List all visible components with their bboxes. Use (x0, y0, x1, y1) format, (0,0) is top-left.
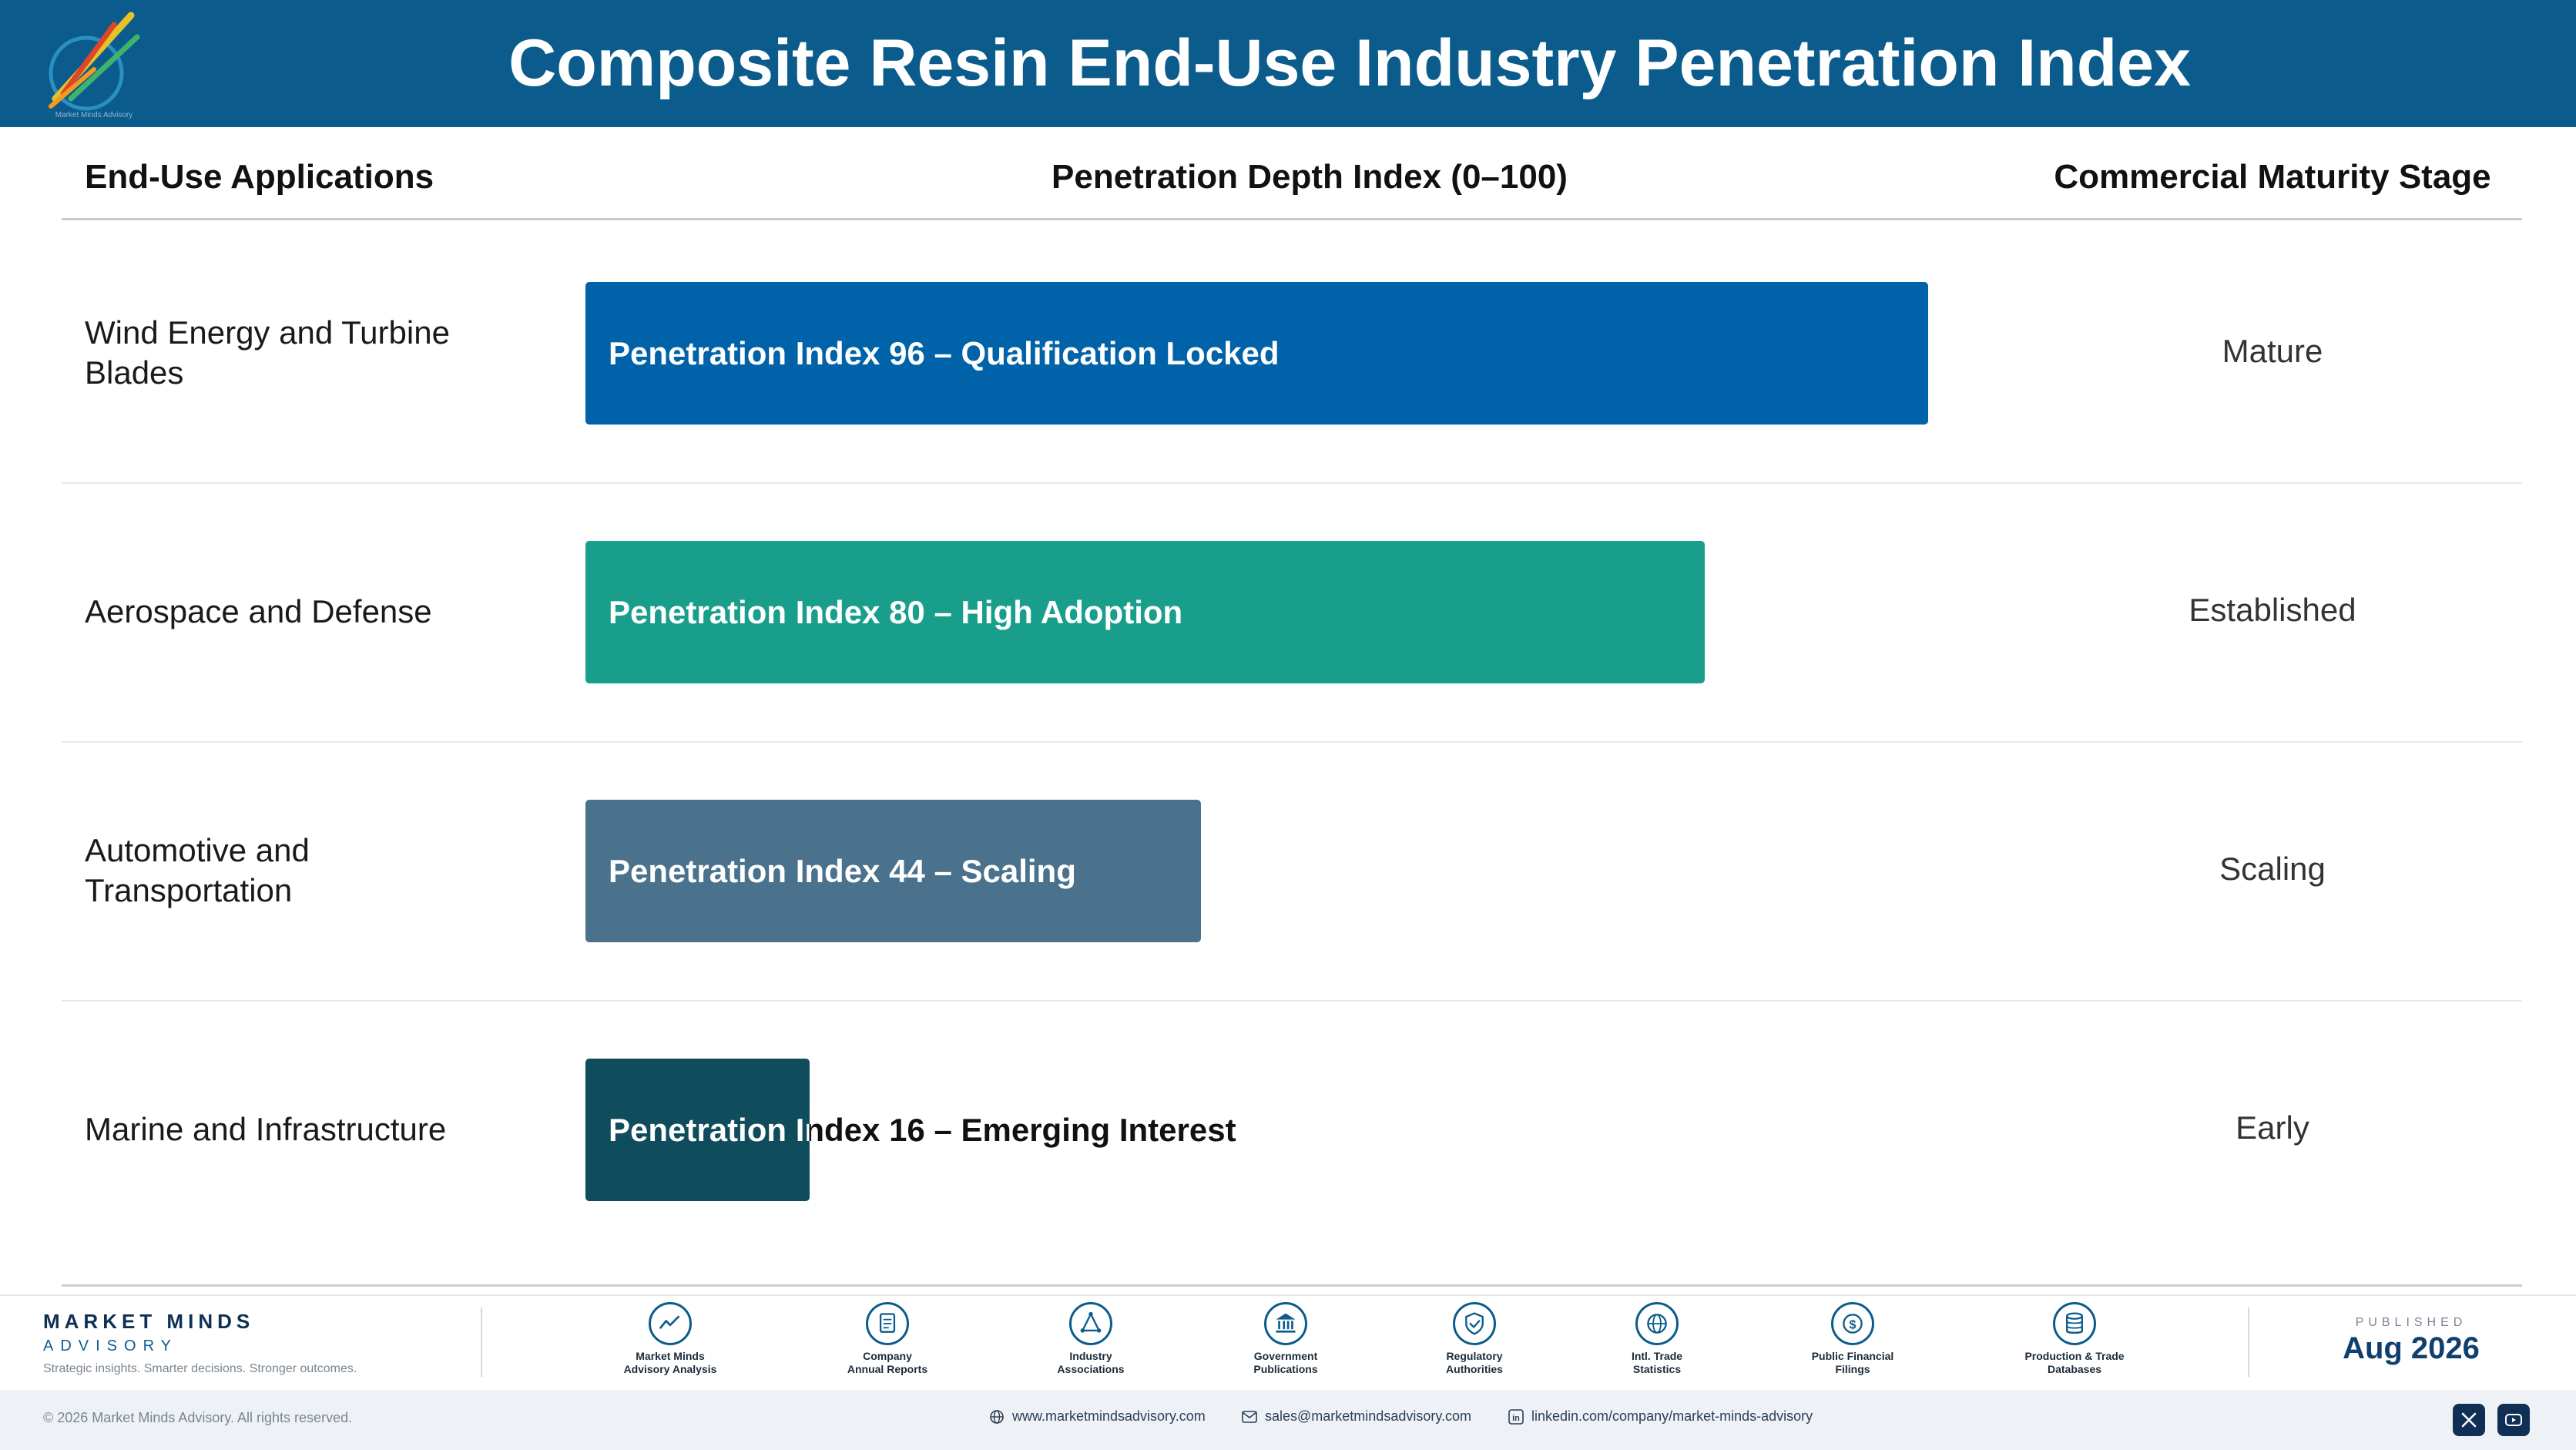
email-link[interactable]: sales@marketmindsadvisory.com (1242, 1408, 1471, 1425)
source-label-line-1: Market Minds (636, 1350, 705, 1362)
source-item: Company Annual Reports (814, 1302, 961, 1376)
page-title: Composite Resin End-Use Industry Penetra… (508, 26, 2191, 100)
maturity-stage: Mature (2222, 333, 2323, 369)
svg-text:$: $ (1850, 1317, 1857, 1331)
maturity-stage: Early (2236, 1109, 2309, 1146)
bar (585, 281, 1928, 425)
header-bar (0, 0, 2576, 127)
source-label-line-1: Government (1253, 1350, 1318, 1362)
email-text: sales@marketmindsadvisory.com (1265, 1408, 1472, 1424)
source-item: $ Public Financial Filings (1779, 1302, 1926, 1376)
source-item: Government Publications (1213, 1302, 1359, 1376)
source-label: Industry Associations (1018, 1350, 1164, 1376)
bar-data-label: Penetration Index 96 – Qualification Loc… (609, 334, 1280, 371)
source-item: Regulatory Authorities (1401, 1302, 1548, 1376)
website-text: www.marketmindsadvisory.com (1012, 1408, 1206, 1424)
source-label-line-2: Filings (1835, 1363, 1870, 1375)
source-label-line-2: Databases (2047, 1363, 2102, 1375)
source-label: Market Minds Advisory Analysis (597, 1350, 743, 1376)
source-label: Regulatory Authorities (1401, 1350, 1548, 1376)
source-label-line-2: Associations (1057, 1363, 1125, 1375)
brand-name: MARKET MINDS (43, 1310, 255, 1333)
linkedin-text: linkedin.com/company/market-minds-adviso… (1531, 1408, 1813, 1424)
bar (585, 1058, 810, 1201)
published-date: Aug 2026 (2343, 1331, 2480, 1365)
row-divider (62, 482, 2522, 484)
source-label-line-1: Production & Trade (2024, 1350, 2125, 1362)
source-label: Production & Trade Databases (2001, 1350, 2148, 1376)
source-item: Market Minds Advisory Analysis (597, 1302, 743, 1376)
category-label: Wind Energy and Turbine Blades (85, 314, 450, 391)
logo-text: Market Minds Advisory (55, 111, 133, 119)
bar-data-label: Penetration Index 44 – Scaling (609, 852, 1076, 889)
source-label: Public Financial Filings (1779, 1350, 1926, 1376)
maturity-stage: Scaling (2219, 851, 2326, 887)
government-building-icon (1264, 1302, 1307, 1345)
source-label-line-2: Annual Reports (847, 1363, 928, 1375)
source-item: Intl. Trade Statistics (1584, 1302, 1730, 1376)
header-divider (62, 218, 2522, 220)
source-label: Company Annual Reports (814, 1350, 961, 1376)
youtube-social-button[interactable] (2497, 1404, 2530, 1436)
document-icon (866, 1302, 909, 1345)
source-label-line-1: Industry (1069, 1350, 1112, 1362)
source-label-line-1: Regulatory (1446, 1350, 1503, 1362)
category-label: Marine and Infrastructure (85, 1111, 447, 1147)
row-divider (62, 1000, 2522, 1002)
source-label-line-1: Intl. Trade (1631, 1350, 1683, 1362)
source-label-line-1: Company (863, 1350, 912, 1362)
source-label-line-2: Authorities (1446, 1363, 1503, 1375)
youtube-icon (2505, 1414, 2522, 1426)
column-header-stage: Commercial Maturity Stage (2054, 158, 2491, 196)
source-label-line-2: Statistics (1632, 1363, 1682, 1375)
trend-chart-icon (649, 1302, 692, 1345)
footer-divider-right (2248, 1307, 2249, 1377)
column-header-index: Penetration Depth Index (0–100) (1052, 158, 1568, 196)
shield-check-icon (1453, 1302, 1496, 1345)
linkedin-icon: in (1508, 1408, 1524, 1425)
source-item: Production & Trade Databases (2001, 1302, 2148, 1376)
published-label: PUBLISHED (2355, 1316, 2467, 1329)
source-label: Government Publications (1213, 1350, 1359, 1376)
globe-icon (990, 1409, 1004, 1424)
category-label: Automotive and Transportation (85, 832, 310, 908)
svg-text:in: in (1512, 1414, 1520, 1423)
globe-icon (1635, 1302, 1679, 1345)
chart-bottom-divider (62, 1284, 2522, 1287)
x-logo-icon (2461, 1412, 2477, 1428)
brand-subtitle: ADVISORY (43, 1338, 178, 1354)
footer-divider-left (481, 1307, 482, 1377)
bar-data-label: Penetration Index 80 – High Adoption (609, 593, 1183, 630)
linkedin-link[interactable]: in linkedin.com/company/market-minds-adv… (1508, 1408, 1813, 1425)
bar-data-label: Penetration Index 16 – Emerging Interest (609, 1059, 1236, 1201)
bar (585, 540, 1705, 683)
network-icon (1069, 1302, 1112, 1345)
maturity-stage: Established (2189, 592, 2356, 628)
x-social-button[interactable] (2453, 1404, 2485, 1436)
database-icon (2053, 1302, 2096, 1345)
website-link[interactable]: www.marketmindsadvisory.com (989, 1408, 1206, 1425)
category-label: Aerospace and Defense (85, 593, 432, 629)
source-item: Industry Associations (1018, 1302, 1164, 1376)
source-label-line-2: Publications (1253, 1363, 1318, 1375)
copyright-text: © 2026 Market Minds Advisory. All rights… (43, 1410, 353, 1425)
source-label: Intl. Trade Statistics (1584, 1350, 1730, 1376)
row-divider (62, 741, 2522, 743)
source-label-line-2: Advisory Analysis (623, 1363, 717, 1375)
brand-tagline: Strategic insights. Smarter decisions. S… (43, 1362, 357, 1375)
envelope-icon (1242, 1410, 1257, 1423)
column-header-applications: End-Use Applications (85, 158, 434, 196)
company-logo-icon: Market Minds Advisory (49, 12, 140, 119)
dollar-coin-icon: $ (1831, 1302, 1874, 1345)
bar (585, 799, 1201, 942)
source-label-line-1: Public Financial (1811, 1350, 1894, 1362)
footer-strip (0, 1390, 2576, 1450)
